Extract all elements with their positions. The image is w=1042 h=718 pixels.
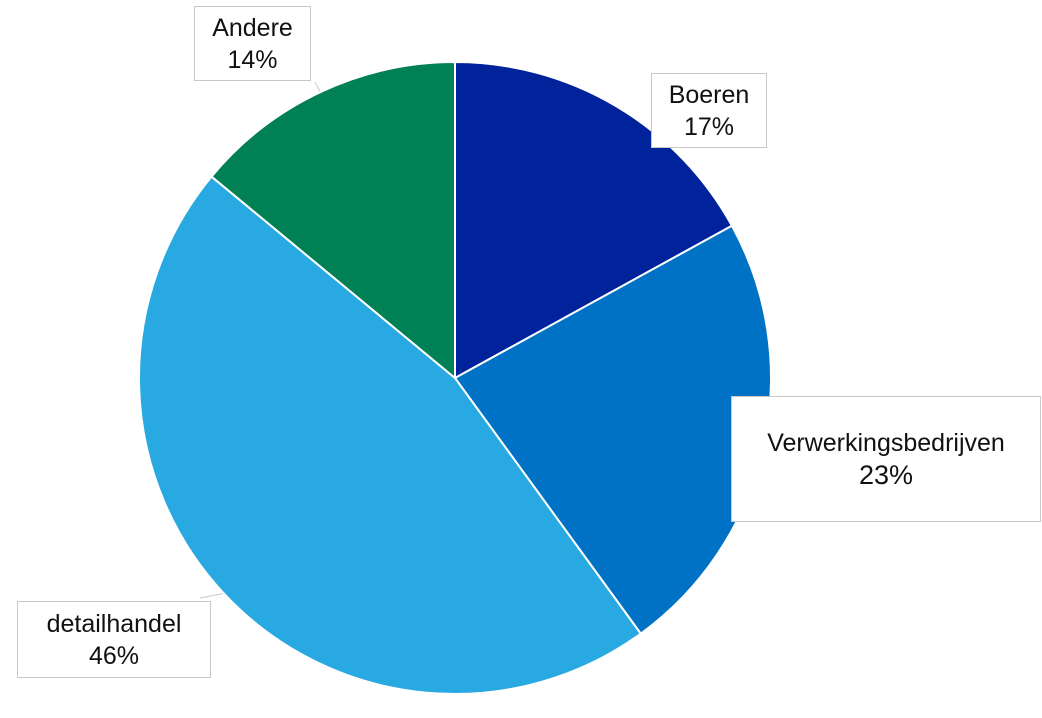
slice-percent: 23% [858,460,914,490]
slice-percent: 14% [227,45,278,74]
slice-label-boeren: Boeren 17% [651,73,767,148]
slice-label-verwerkingsbedrijven: Verwerkingsbedrijven 23% [731,396,1041,522]
slice-percent: 46% [88,641,140,670]
slice-name: Andere [212,13,293,42]
leader-line-detailhandel [199,592,227,599]
slice-name: Verwerkingsbedrijven [767,429,1005,457]
slice-percent: 17% [683,112,735,141]
pie-slices [138,60,772,695]
pie-slice-andere [210,60,456,381]
slice-label-detailhandel: detailhandel 46% [17,601,211,678]
pie-slice-detailhandel [138,175,643,695]
slice-label-andere: Andere 14% [194,6,311,81]
slice-name: detailhandel [46,609,182,638]
slice-name: Boeren [668,80,750,109]
